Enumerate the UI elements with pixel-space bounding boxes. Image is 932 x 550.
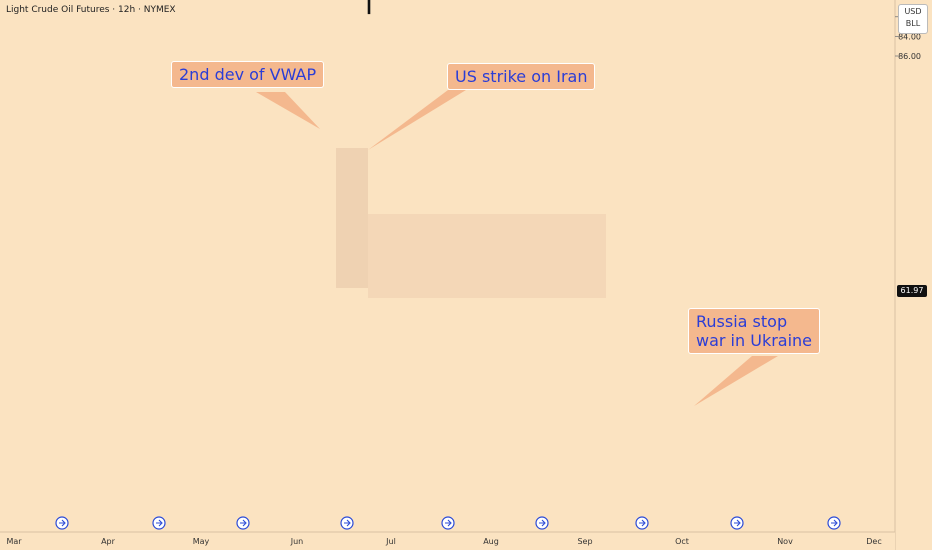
price-axis-bg — [895, 0, 932, 550]
time-axis: Mar Apr May Jun Jul Aug Sep Oct Nov Dec — [0, 531, 895, 550]
time-tick-label: Jun — [290, 537, 304, 546]
event-marker-icon[interactable] — [827, 516, 841, 530]
russia-pointer — [694, 356, 778, 406]
russia-callout[interactable]: Russia stop war in Ukraine — [688, 308, 821, 355]
vwap-pointer — [256, 92, 320, 129]
price-tick-label: 84.00 — [898, 32, 921, 41]
russia-callout-line2: war in Ukraine — [696, 331, 813, 351]
price-tick-label: 80.00 — [898, 0, 921, 2]
event-marker-arrow — [240, 519, 247, 527]
event-marker-icon[interactable] — [152, 516, 166, 530]
price-tick-label: 86.00 — [898, 52, 921, 61]
time-tick-label: Aug — [483, 537, 499, 546]
event-marker-arrow — [734, 519, 741, 527]
time-tick-label: Nov — [777, 537, 793, 546]
event-marker-icon[interactable] — [635, 516, 649, 530]
event-marker-arrow — [445, 519, 452, 527]
event-marker-icon[interactable] — [236, 516, 250, 530]
candle-body — [367, 0, 371, 15]
breakout-box — [336, 148, 368, 288]
time-tick-label: Sep — [577, 537, 592, 546]
event-marker-arrow — [59, 519, 66, 527]
event-marker-arrow — [156, 519, 163, 527]
time-axis-bg — [0, 532, 895, 550]
time-tick-label: Mar — [6, 537, 22, 546]
event-marker-arrow — [539, 519, 546, 527]
currency-label: USD — [904, 7, 922, 16]
event-marker-icon[interactable] — [55, 516, 69, 530]
time-tick-label: Dec — [866, 537, 881, 546]
event-marker-icon[interactable] — [340, 516, 354, 530]
vwap-callout[interactable]: 2nd dev of VWAP — [171, 61, 325, 89]
last-price-badge: 61.97 — [897, 285, 927, 297]
unit-label: BLL — [905, 19, 921, 28]
currency-button[interactable]: USD BLL — [898, 4, 928, 34]
event-markers — [55, 516, 841, 530]
time-tick-label: Oct — [675, 537, 689, 546]
candles — [367, 0, 371, 15]
time-tick-label: May — [193, 537, 210, 546]
event-marker-arrow — [344, 519, 351, 527]
event-marker-arrow — [831, 519, 838, 527]
callout-pointers — [256, 90, 778, 406]
event-marker-icon[interactable] — [535, 516, 549, 530]
event-marker-icon[interactable] — [441, 516, 455, 530]
range-boxes — [336, 148, 606, 298]
time-tick-label: Jul — [385, 537, 396, 546]
russia-callout-line1: Russia stop — [696, 312, 788, 331]
consolidation-box — [368, 214, 606, 298]
price-axis: 38.0040.0042.0044.0046.0048.0050.0052.00… — [894, 0, 932, 550]
strike-callout[interactable]: US strike on Iran — [447, 63, 596, 91]
event-marker-arrow — [639, 519, 646, 527]
event-marker-icon[interactable] — [730, 516, 744, 530]
strike-pointer — [368, 90, 466, 150]
time-tick-label: Apr — [101, 537, 116, 546]
symbol-title: Light Crude Oil Futures · 12h · NYMEX — [6, 5, 176, 15]
